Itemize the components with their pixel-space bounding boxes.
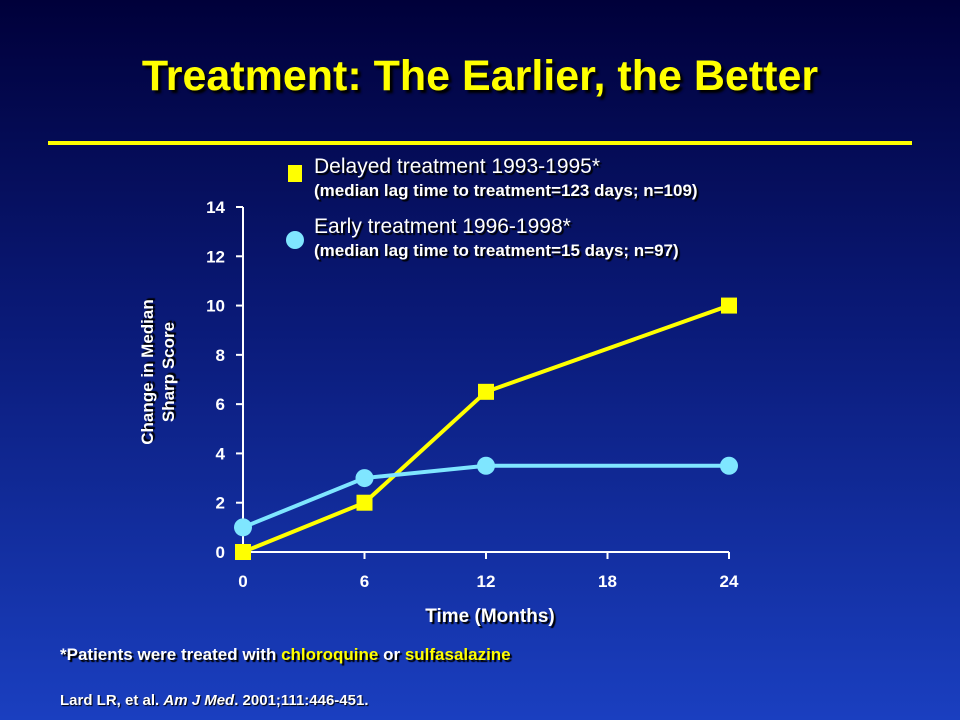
legend-delayed-sub: (median lag time to treatment=123 days; … <box>314 181 698 200</box>
data-point-delayed <box>478 383 494 400</box>
y-tick-label: 8 <box>216 346 225 365</box>
citation-journal: Am J Med <box>163 692 235 709</box>
legend-circle-marker-icon <box>286 231 304 249</box>
x-tick-label: 12 <box>477 572 496 591</box>
x-tick-label: 6 <box>360 572 369 591</box>
citation-rest: . 2001;111:446-451. <box>234 692 369 709</box>
data-point-delayed <box>721 297 737 314</box>
data-point-early <box>477 456 495 475</box>
series-line-early <box>242 463 729 530</box>
data-point-delayed <box>235 544 251 560</box>
chart-legend: Delayed treatment 1993-1995* (median lag… <box>286 154 698 274</box>
y-tick-label: 10 <box>206 297 225 316</box>
y-tick-label: 6 <box>216 395 225 414</box>
slide-title: Treatment: The Earlier, the Better <box>141 52 819 100</box>
y-tick-label: 14 <box>206 198 225 217</box>
legend-delayed-label: Delayed treatment 1993-1995* <box>314 155 601 178</box>
citation: Lard LR, et al. Am J Med. 2001;111:446-4… <box>60 692 369 709</box>
legend-item-early: Early treatment 1996-1998* (median lag t… <box>286 214 698 262</box>
legend-item-delayed: Delayed treatment 1993-1995* (median lag… <box>286 154 698 202</box>
title-divider <box>48 141 912 145</box>
y-tick-label: 2 <box>216 494 225 513</box>
footnote-or: or <box>378 645 405 664</box>
legend-square-marker-icon <box>288 165 302 182</box>
x-axis-label: Time (Months) <box>425 606 555 627</box>
footnote-drug-sulfasalazine: sulfasalazine <box>404 645 511 664</box>
citation-authors: Lard LR, et al. <box>60 692 164 709</box>
x-tick-label: 24 <box>720 572 739 591</box>
x-tick-label: 18 <box>598 572 617 591</box>
x-tick-label: 0 <box>238 572 247 591</box>
footnote: *Patients were treated with chloroquine … <box>60 645 511 665</box>
legend-early-label: Early treatment 1996-1998* <box>314 215 571 238</box>
series-line-delayed <box>242 303 730 554</box>
footnote-prefix: *Patients were treated with <box>60 645 282 664</box>
footnote-drug-chloroquine: chloroquine <box>281 645 379 664</box>
y-tick-label: 0 <box>216 543 225 562</box>
legend-early-sub: (median lag time to treatment=15 days; n… <box>314 241 679 260</box>
data-point-delayed <box>356 494 373 511</box>
data-point-early <box>720 456 738 475</box>
data-point-early <box>234 518 252 537</box>
y-tick-label: 12 <box>206 247 225 266</box>
y-tick-label: 4 <box>216 444 226 463</box>
data-point-early <box>355 469 374 488</box>
